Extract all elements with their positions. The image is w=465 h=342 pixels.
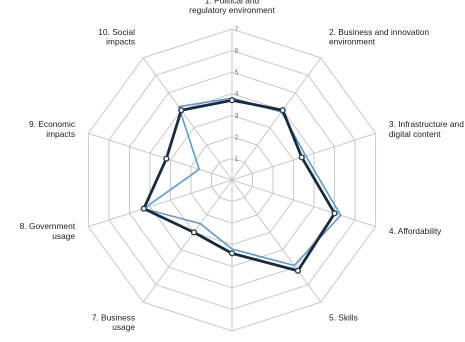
grid-spoke [142, 57, 233, 181]
grid-spoke [142, 179, 233, 303]
axis-label-1: 1. Political and regulatory environment [189, 0, 275, 15]
tick-label: 5 [235, 70, 239, 77]
tick-label: 6 [235, 48, 239, 55]
tick-label: 3 [235, 113, 239, 120]
grid-spoke [231, 179, 322, 303]
grid-spoke [231, 57, 322, 181]
grid-spoke [88, 132, 233, 181]
axis-label-3: 3. Infrastructure and digital content [389, 119, 464, 139]
data-point-10 [178, 107, 185, 114]
data-point-1 [228, 97, 236, 104]
data-point-4 [331, 210, 338, 217]
axis-label-8: 8. Government usage [20, 221, 76, 241]
data-point-7 [190, 229, 198, 236]
radar-grid [87, 28, 377, 332]
data-point-3 [298, 154, 305, 161]
data-point-9 [163, 155, 170, 162]
grid-spoke [88, 179, 233, 228]
tick-label: 1 [235, 156, 239, 163]
axis-label-4: 4. Affordability [389, 226, 442, 236]
axis-label-10: 10. Social impacts [98, 27, 135, 47]
data-point-8 [140, 205, 147, 212]
series-line-1 [142, 97, 342, 267]
axis-label-7: 7. Business usage [92, 312, 136, 332]
axis-labels: 1. Political and regulatory environment 2.… [20, 0, 465, 332]
axis-label-9: 9. Economic impacts [29, 119, 75, 139]
series-line-2 [142, 98, 336, 273]
grid-spoke [231, 179, 376, 228]
series-layer [140, 97, 342, 274]
data-point-5 [294, 267, 302, 274]
tick-label: 2 [235, 134, 239, 141]
tick-label: 7 [235, 27, 239, 34]
radial-tick-labels: 1 2 3 4 5 6 7 [235, 27, 239, 163]
axis-label-2: 2. Business and innovation environment [329, 27, 429, 47]
data-point-2 [279, 107, 286, 114]
tick-label: 4 [235, 91, 239, 98]
data-point-6 [228, 250, 236, 257]
axis-label-5: 5. Skills [329, 312, 358, 322]
